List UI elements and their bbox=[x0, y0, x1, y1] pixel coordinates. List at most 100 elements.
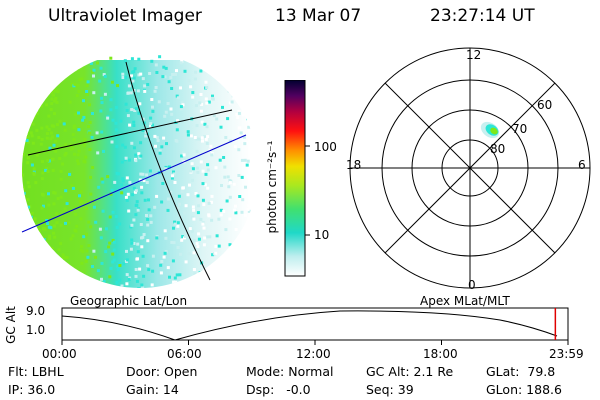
aurora-pixel bbox=[231, 77, 235, 81]
aurora-pixel bbox=[92, 205, 96, 209]
aurora-pixel bbox=[179, 61, 183, 65]
aurora-pixel bbox=[175, 139, 179, 143]
aurora-pixel bbox=[70, 82, 74, 86]
aurora-pixel bbox=[54, 62, 58, 66]
aurora-pixel bbox=[22, 232, 25, 236]
aurora-pixel bbox=[142, 179, 146, 183]
aurora-pixel bbox=[132, 124, 136, 127]
aurora-pixel bbox=[121, 177, 125, 181]
aurora-pixel bbox=[62, 255, 65, 259]
aurora-pixel bbox=[153, 205, 157, 209]
aurora-pixel bbox=[176, 119, 180, 123]
aurora-pixel bbox=[82, 115, 86, 119]
aurora-pixel bbox=[49, 57, 53, 61]
aurora-pixel bbox=[198, 282, 202, 286]
aurora-pixel bbox=[246, 159, 250, 163]
aurora-pixel bbox=[50, 58, 54, 61]
aurora-pixel bbox=[85, 90, 89, 93]
aurora-pixel bbox=[47, 192, 50, 196]
aurora-pixel bbox=[117, 262, 121, 265]
aurora-pixel bbox=[239, 266, 243, 270]
aurora-pixel bbox=[206, 68, 210, 72]
aurora-pixel bbox=[163, 229, 167, 233]
aurora-pixel bbox=[210, 153, 214, 157]
aurora-pixel bbox=[172, 241, 176, 245]
aurora-pixel bbox=[75, 94, 79, 98]
aurora-pixel bbox=[55, 221, 59, 225]
aurora-pixel bbox=[36, 107, 40, 111]
aurora-pixel bbox=[49, 68, 53, 72]
aurora-pixel bbox=[247, 209, 251, 213]
aurora-pixel bbox=[140, 191, 144, 195]
aurora-pixel bbox=[87, 220, 91, 224]
aurora-pixel bbox=[125, 258, 129, 262]
aurora-pixel bbox=[148, 169, 152, 173]
aurora-pixel bbox=[89, 192, 93, 196]
aurora-pixel bbox=[199, 69, 203, 73]
aurora-pixel bbox=[137, 289, 140, 292]
aurora-pixel bbox=[128, 123, 132, 127]
aurora-pixel bbox=[128, 180, 132, 184]
timeline-x-ticks bbox=[61, 340, 569, 345]
aurora-pixel bbox=[164, 167, 168, 171]
polar-aurora-blob bbox=[480, 121, 500, 139]
aurora-pixel bbox=[244, 213, 247, 217]
aurora-pixel bbox=[92, 91, 96, 95]
aurora-pixel bbox=[166, 208, 170, 212]
aurora-pixel bbox=[224, 228, 228, 232]
aurora-pixel bbox=[195, 124, 199, 128]
aurora-pixel bbox=[107, 245, 111, 249]
aurora-pixel bbox=[178, 202, 181, 206]
aurora-pixel bbox=[101, 209, 105, 213]
aurora-pixel bbox=[109, 98, 113, 102]
aurora-pixel bbox=[210, 200, 213, 204]
aurora-pixel bbox=[111, 118, 115, 122]
aurora-pixel bbox=[55, 258, 59, 262]
aurora-pixel bbox=[141, 172, 145, 176]
aurora-pixel bbox=[207, 214, 211, 218]
aurora-pixel bbox=[58, 119, 62, 123]
aurora-pixel bbox=[118, 264, 122, 267]
aurora-pixel bbox=[186, 133, 190, 137]
aurora-pixel bbox=[102, 149, 105, 153]
aurora-pixel bbox=[46, 222, 50, 225]
aurora-pixel bbox=[72, 125, 76, 129]
aurora-pixel bbox=[199, 160, 203, 164]
aurora-pixel bbox=[133, 109, 137, 112]
aurora-pixel bbox=[62, 122, 66, 126]
altitude-curve bbox=[61, 310, 558, 341]
aurora-pixel bbox=[142, 121, 146, 125]
aurora-pixel bbox=[61, 253, 65, 257]
aurora-pixel bbox=[150, 98, 154, 101]
aurora-pixel bbox=[50, 264, 54, 268]
aurora-pixel bbox=[82, 235, 86, 239]
aurora-pixel bbox=[201, 270, 205, 273]
aurora-pixel bbox=[22, 195, 25, 199]
aurora-pixel bbox=[116, 84, 119, 88]
aurora-pixel bbox=[244, 96, 248, 100]
aurora-pixel bbox=[143, 84, 147, 88]
aurora-pixel bbox=[52, 93, 55, 97]
aurora-pixel bbox=[222, 156, 226, 159]
aurora-pixel bbox=[146, 223, 150, 227]
aurora-pixel bbox=[155, 71, 159, 74]
aurora-pixel bbox=[196, 211, 200, 215]
aurora-pixel bbox=[99, 236, 103, 240]
aurora-pixel bbox=[26, 156, 30, 160]
aurora-pixel bbox=[176, 224, 180, 228]
aurora-pixel bbox=[22, 153, 24, 157]
aurora-pixel bbox=[173, 181, 177, 184]
aurora-pixel bbox=[150, 283, 154, 287]
aurora-pixel bbox=[175, 273, 179, 277]
aurora-pixel bbox=[215, 117, 219, 121]
aurora-pixel bbox=[216, 268, 220, 272]
aurora-pixel bbox=[189, 169, 193, 173]
aurora-pixel bbox=[140, 245, 144, 249]
aurora-pixel bbox=[190, 165, 194, 169]
aurora-pixel bbox=[134, 153, 138, 157]
aurora-pixel bbox=[112, 248, 116, 252]
aurora-pixel bbox=[33, 217, 37, 221]
timeline-xtick-0000: 00:00 bbox=[42, 347, 77, 361]
aurora-pixel bbox=[129, 91, 133, 95]
aurora-pixel bbox=[38, 59, 42, 63]
